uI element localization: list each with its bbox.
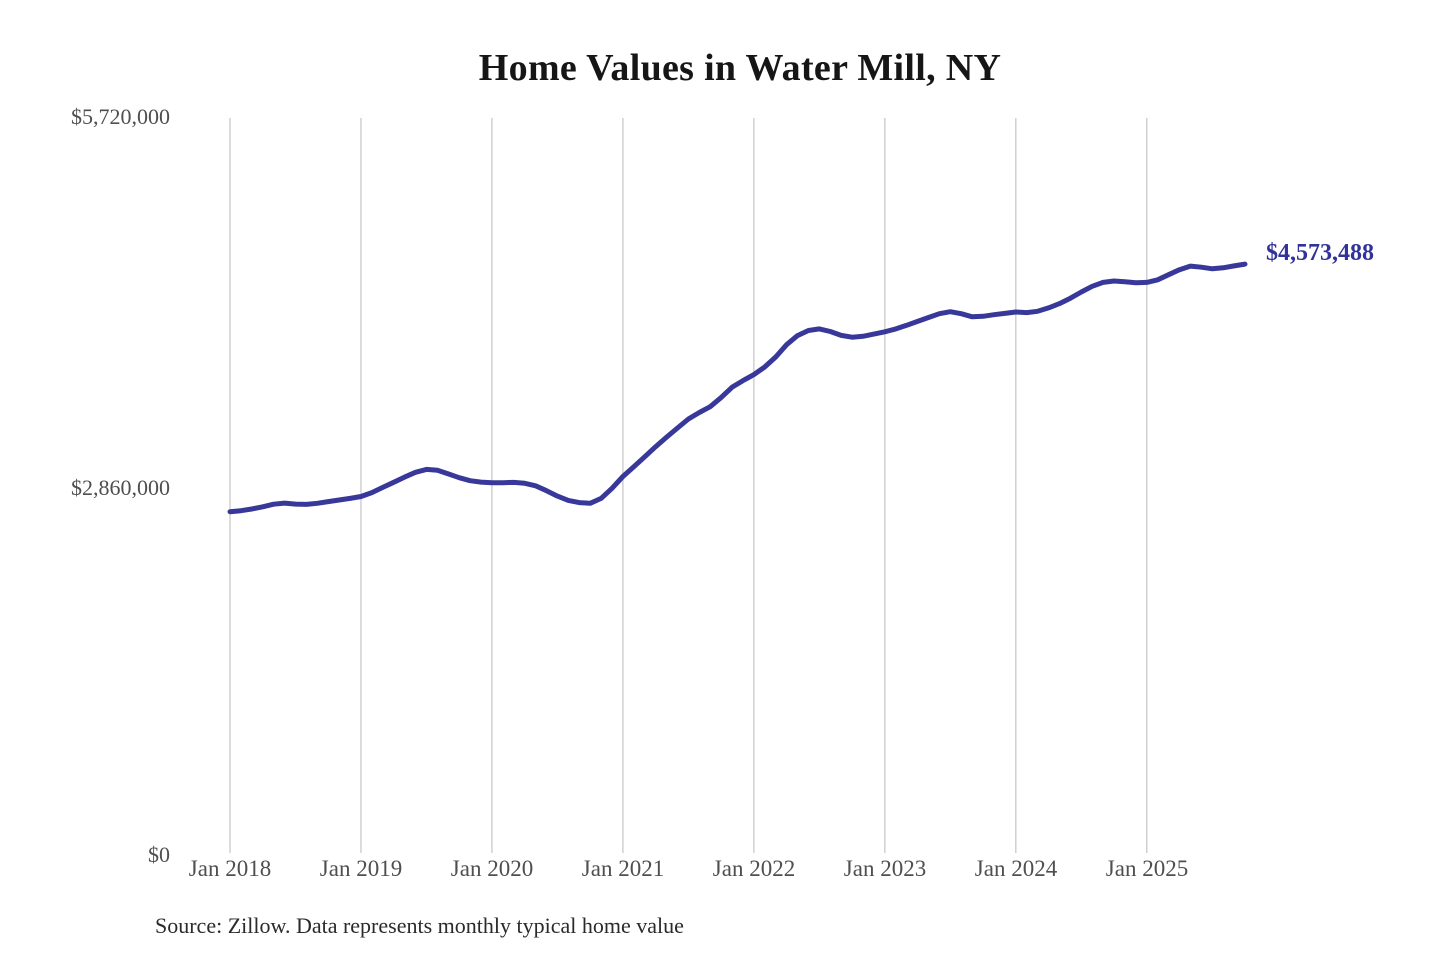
y-axis-label-max: $5,720,000: [71, 104, 170, 129]
x-axis-label-2025: Jan 2025: [1105, 856, 1189, 881]
x-axis-label-2018: Jan 2018: [188, 856, 272, 881]
y-axis-label-zero: $0: [148, 842, 170, 867]
source-note: Source: Zillow. Data represents monthly …: [155, 913, 684, 938]
chart-title: Home Values in Water Mill, NY: [478, 47, 1002, 89]
x-axis-label-2022: Jan 2022: [712, 856, 796, 881]
x-axis-label-2023: Jan 2023: [843, 856, 927, 881]
home-value-trend-line: [227, 261, 1248, 515]
x-axis-label-2020: Jan 2020: [450, 856, 534, 881]
y-axis-label-mid: $2,860,000: [71, 475, 170, 500]
x-axis-label-2021: Jan 2021: [581, 856, 665, 881]
current-value-label: $4,573,488: [1266, 240, 1374, 266]
year-gridlines: [229, 118, 1148, 853]
x-axis-label-2024: Jan 2024: [974, 856, 1058, 881]
x-axis-label-2019: Jan 2019: [319, 856, 403, 881]
